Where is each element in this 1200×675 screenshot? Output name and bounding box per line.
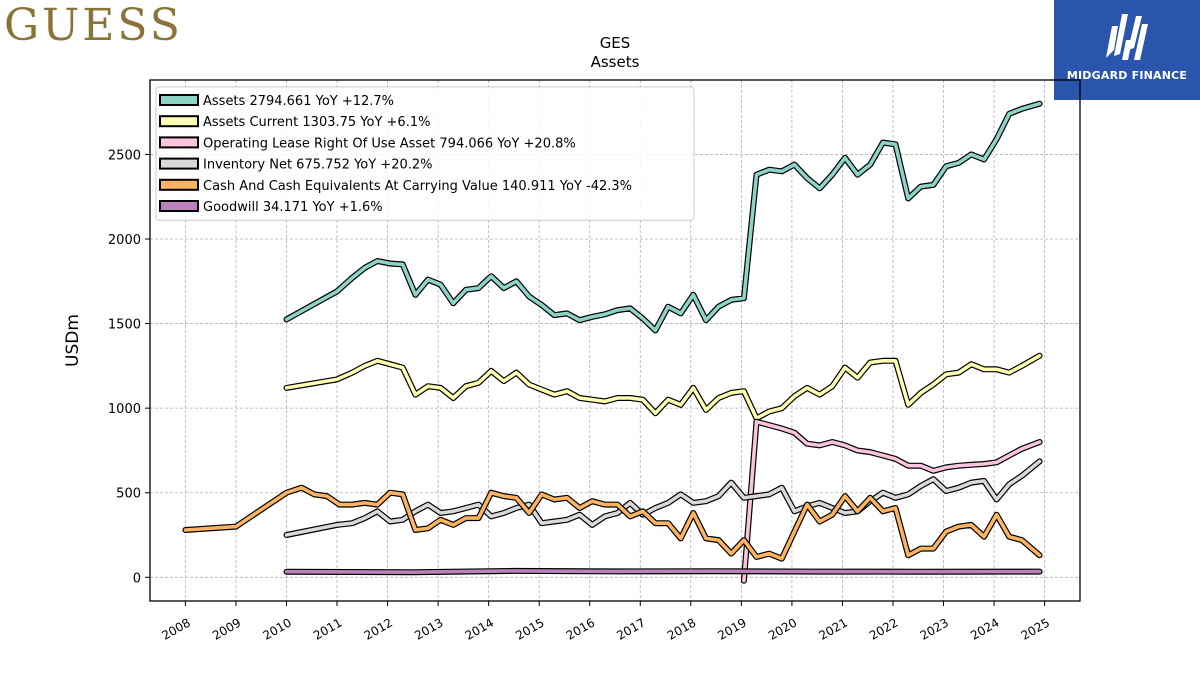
x-tick-label: 2009 bbox=[210, 615, 243, 642]
legend-entry: Assets 2794.661 YoY +12.7% bbox=[203, 94, 394, 109]
midgard-emblem-icon bbox=[1106, 14, 1148, 60]
x-tick-label: 2021 bbox=[816, 615, 849, 642]
legend-swatch bbox=[159, 115, 199, 128]
legend-entry: Assets Current 1303.75 YoY +6.1% bbox=[203, 115, 430, 130]
series-line bbox=[742, 419, 1042, 583]
x-tick-label: 2014 bbox=[463, 615, 496, 642]
chart-title: GES bbox=[600, 34, 631, 52]
legend-entry: Goodwill 34.171 YoY +1.6% bbox=[203, 200, 383, 215]
series-line bbox=[284, 101, 1042, 333]
y-tick-label: 500 bbox=[116, 487, 141, 502]
series-line bbox=[284, 353, 1042, 421]
x-tick-label: 2018 bbox=[665, 615, 698, 642]
y-tick-label: 2500 bbox=[108, 148, 141, 163]
y-tick-label: 1000 bbox=[108, 402, 141, 417]
series-layer bbox=[182, 100, 1043, 584]
legend-swatch bbox=[159, 157, 199, 170]
x-tick-label: 2020 bbox=[766, 615, 799, 642]
legend-swatch bbox=[159, 136, 199, 149]
x-tick-label: 2017 bbox=[614, 615, 647, 642]
legend-swatch bbox=[159, 94, 199, 106]
series-line bbox=[284, 569, 1042, 575]
x-tick-label: 2023 bbox=[918, 615, 951, 642]
legend-swatch bbox=[159, 178, 199, 191]
legend: Assets 2794.661 YoY +12.7% Assets Current… bbox=[155, 86, 695, 221]
legend-entry: Cash And Cash Equivalents At Carrying Va… bbox=[203, 179, 632, 194]
chart-subtitle: Assets bbox=[591, 53, 640, 71]
legend-box bbox=[155, 86, 695, 221]
x-tick-label: 2022 bbox=[867, 615, 900, 642]
legend-swatch bbox=[159, 200, 199, 212]
y-axis-label: USDm bbox=[63, 314, 83, 367]
x-tick-label: 2010 bbox=[261, 615, 294, 642]
x-tick-label: 2012 bbox=[362, 615, 395, 642]
series-line bbox=[183, 485, 1042, 561]
y-tick-label: 1500 bbox=[108, 318, 141, 333]
x-tick-label: 2015 bbox=[513, 615, 546, 642]
guess-logo: GUESS bbox=[4, 0, 183, 51]
x-tick-label: 2019 bbox=[715, 615, 748, 642]
x-tick-label: 2025 bbox=[1019, 615, 1052, 642]
x-tick-label: 2016 bbox=[564, 615, 597, 642]
y-tick-label: 0 bbox=[133, 571, 141, 586]
series-line-outline bbox=[182, 484, 1043, 562]
legend-entry: Operating Lease Right Of Use Asset 794.0… bbox=[203, 136, 576, 151]
series-line bbox=[284, 459, 1042, 537]
x-tick-label: 2024 bbox=[968, 615, 1001, 642]
x-tick-label: 2008 bbox=[159, 615, 192, 642]
legend-entry: Inventory Net 675.752 YoY +20.2% bbox=[203, 158, 433, 173]
x-tick-label: 2013 bbox=[412, 615, 445, 642]
plot-frame bbox=[149, 79, 1081, 602]
midgard-finance-text: MIDGARD FINANCE bbox=[1066, 69, 1188, 82]
y-tick-label: 2000 bbox=[108, 233, 141, 248]
midgard-finance-logo: MIDGARD FINANCE bbox=[1054, 0, 1200, 100]
x-tick-label: 2011 bbox=[311, 615, 344, 642]
